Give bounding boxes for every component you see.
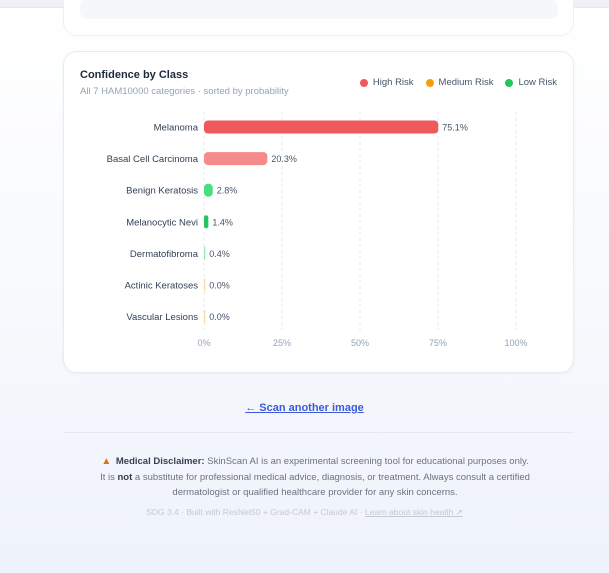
warning-icon: ▲ <box>101 456 112 467</box>
scan-another-image-link[interactable]: ← Scan another image <box>245 402 364 414</box>
disclaimer-text: a substitute for professional medical ad… <box>132 471 530 499</box>
value-label: 1.4% <box>212 217 233 227</box>
bar <box>204 152 268 166</box>
legend-low-risk: Low Risk <box>505 77 557 88</box>
bar <box>204 278 206 292</box>
category-label: Benign Keratosis <box>126 186 198 197</box>
bar <box>204 120 439 134</box>
medium-risk-dot-icon <box>425 78 434 87</box>
category-label: Melanoma <box>154 123 199 134</box>
value-label: 0.4% <box>209 249 230 259</box>
value-label: 20.3% <box>271 154 297 164</box>
previous-card-content <box>80 0 558 19</box>
footer-text: SDG 3.4 · Built with ResNet50 + Grad-CAM… <box>146 507 365 517</box>
value-label: 2.8% <box>217 186 238 196</box>
value-label: 0.0% <box>209 312 230 322</box>
x-tick-label: 50% <box>351 338 369 348</box>
low-risk-dot-icon <box>505 78 514 87</box>
category-label: Vascular Lesions <box>126 312 198 323</box>
skin-health-link[interactable]: Learn about skin health ↗ <box>364 507 463 517</box>
disclaimer-emphasis: not <box>117 471 133 483</box>
legend-label: High Risk <box>372 77 414 88</box>
bar <box>204 215 209 229</box>
medical-disclaimer: ▲ Medical Disclaimer: SkinScan AI is an … <box>100 454 530 501</box>
disclaimer-text: SkinScan AI is an experimental screening… <box>100 456 529 483</box>
value-label: 75.1% <box>442 123 468 133</box>
category-label: Dermatofibroma <box>130 249 199 260</box>
bar <box>204 246 206 260</box>
footer: SDG 3.4 · Built with ResNet50 + Grad-CAM… <box>0 507 609 518</box>
high-risk-dot-icon <box>359 78 368 87</box>
category-label: Melanocytic Nevi <box>126 217 198 228</box>
legend-medium-risk: Medium Risk <box>425 77 494 88</box>
previous-card <box>63 0 574 36</box>
chart-legend: High Risk Medium Risk Low Risk <box>359 77 557 88</box>
divider <box>63 432 574 433</box>
disclaimer-label: Medical Disclaimer: <box>115 456 205 467</box>
x-tick-label: 0% <box>197 338 210 348</box>
card-title: Confidence by Class <box>80 69 189 81</box>
category-label: Basal Cell Carcinoma <box>107 154 199 165</box>
legend-high-risk: High Risk <box>359 77 414 88</box>
card-subtitle: All 7 HAM10000 categories · sorted by pr… <box>80 86 289 97</box>
x-tick-label: 75% <box>429 338 447 348</box>
bar <box>204 183 213 197</box>
legend-label: Low Risk <box>518 77 557 88</box>
legend-label: Medium Risk <box>438 77 494 88</box>
bar <box>204 310 206 324</box>
x-tick-label: 100% <box>504 338 527 348</box>
category-label: Actinic Keratoses <box>125 281 199 292</box>
confidence-card: Confidence by Class All 7 HAM10000 categ… <box>63 51 574 373</box>
confidence-bar-chart: 0% 25% 50% 75% 100% Melanoma 75.1% Basal Cell C… <box>107 112 528 348</box>
value-label: 0.0% <box>209 281 230 291</box>
scan-link-container: ← Scan another image <box>0 398 609 416</box>
x-tick-label: 25% <box>273 338 291 348</box>
